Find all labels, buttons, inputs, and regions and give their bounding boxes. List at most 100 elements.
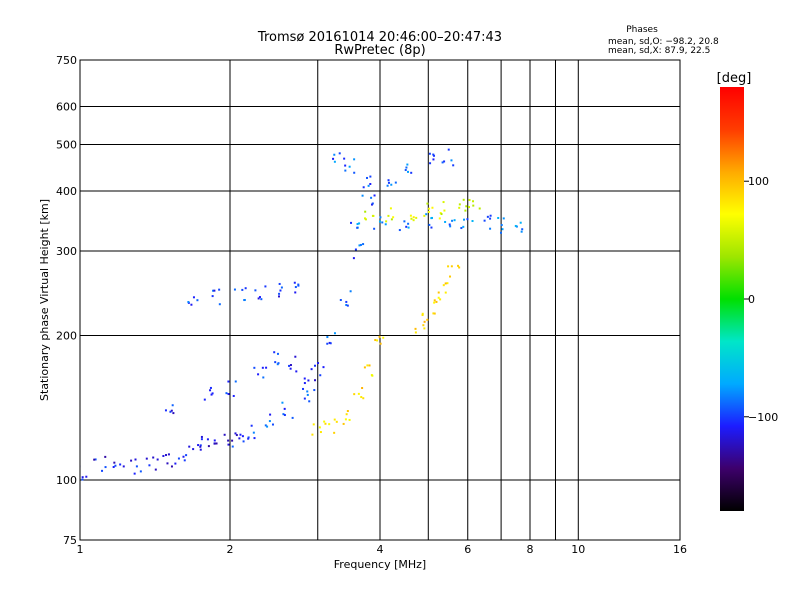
data-point bbox=[368, 364, 371, 367]
data-point bbox=[373, 227, 376, 230]
data-point bbox=[447, 265, 450, 268]
data-point bbox=[302, 387, 305, 390]
data-point bbox=[404, 169, 407, 172]
data-point bbox=[232, 394, 235, 397]
data-point bbox=[172, 412, 175, 415]
data-point bbox=[432, 312, 435, 315]
data-point bbox=[104, 466, 107, 469]
data-point bbox=[387, 181, 390, 184]
data-point bbox=[462, 225, 465, 228]
data-point bbox=[407, 226, 410, 229]
data-point bbox=[253, 437, 256, 440]
data-point bbox=[112, 466, 115, 469]
data-point bbox=[207, 445, 210, 448]
grid bbox=[80, 60, 680, 540]
data-point bbox=[303, 397, 306, 400]
data-point bbox=[293, 281, 296, 284]
data-point bbox=[346, 410, 349, 413]
x-tick-label: 8 bbox=[527, 543, 534, 556]
data-point bbox=[119, 463, 122, 466]
data-point bbox=[294, 355, 297, 358]
data-point bbox=[104, 455, 107, 458]
data-point bbox=[199, 445, 202, 448]
data-point bbox=[447, 148, 450, 151]
colorbar-tick-label: 0 bbox=[748, 293, 755, 306]
data-point bbox=[520, 230, 523, 233]
data-point bbox=[200, 435, 203, 438]
data-point bbox=[451, 219, 454, 222]
data-point bbox=[390, 183, 393, 186]
data-point bbox=[94, 458, 97, 461]
data-point bbox=[187, 301, 190, 304]
data-point bbox=[342, 422, 345, 425]
data-point bbox=[364, 210, 367, 213]
data-point bbox=[465, 205, 468, 208]
data-point bbox=[379, 342, 382, 345]
data-point bbox=[449, 275, 452, 278]
data-point bbox=[370, 203, 373, 206]
data-point bbox=[199, 444, 202, 447]
data-point bbox=[254, 289, 257, 292]
y-axis-ticks: 75 100 200 300 400 500 600 750 bbox=[56, 54, 77, 547]
data-point bbox=[442, 201, 445, 204]
data-point bbox=[152, 456, 155, 459]
data-point bbox=[289, 367, 292, 370]
data-point bbox=[439, 298, 442, 301]
data-point bbox=[343, 157, 346, 160]
data-point bbox=[357, 392, 360, 395]
data-point bbox=[426, 318, 429, 321]
scatter-points bbox=[80, 148, 524, 481]
data-point bbox=[212, 289, 215, 292]
data-point bbox=[362, 186, 365, 189]
data-point bbox=[468, 198, 471, 201]
data-point bbox=[403, 220, 406, 223]
data-point bbox=[428, 152, 431, 155]
data-point bbox=[233, 288, 236, 291]
data-point bbox=[170, 465, 173, 468]
data-point bbox=[381, 221, 384, 224]
data-point bbox=[370, 196, 373, 199]
data-point bbox=[514, 224, 517, 227]
data-point bbox=[273, 351, 276, 354]
data-point bbox=[328, 423, 331, 426]
data-point bbox=[426, 202, 429, 205]
data-point bbox=[430, 216, 433, 219]
data-point bbox=[363, 366, 366, 369]
data-point bbox=[458, 206, 461, 209]
data-point bbox=[353, 171, 356, 174]
data-point bbox=[483, 219, 486, 222]
data-point bbox=[346, 304, 349, 307]
data-point bbox=[448, 223, 451, 226]
plot-frame bbox=[79, 59, 681, 541]
data-point bbox=[225, 392, 228, 395]
series bbox=[187, 281, 300, 306]
data-point bbox=[241, 288, 244, 291]
data-point bbox=[247, 437, 250, 440]
data-point bbox=[449, 225, 452, 228]
data-point bbox=[501, 228, 504, 231]
data-point bbox=[458, 203, 461, 206]
data-point bbox=[183, 459, 186, 462]
data-point bbox=[269, 413, 272, 416]
y-tick-label: 600 bbox=[56, 101, 77, 114]
series bbox=[364, 198, 481, 223]
data-point bbox=[291, 416, 294, 419]
data-point bbox=[443, 209, 446, 212]
data-point bbox=[243, 299, 246, 302]
data-point bbox=[101, 469, 104, 472]
data-point bbox=[303, 382, 306, 385]
data-point bbox=[227, 380, 230, 383]
series bbox=[332, 148, 455, 189]
data-point bbox=[227, 439, 230, 442]
data-point bbox=[373, 194, 376, 197]
data-point bbox=[412, 219, 415, 222]
data-point bbox=[279, 289, 282, 292]
data-point bbox=[227, 393, 230, 396]
data-point bbox=[329, 342, 332, 345]
data-point bbox=[353, 393, 356, 396]
data-point bbox=[444, 291, 447, 294]
data-point bbox=[500, 223, 503, 226]
data-point bbox=[162, 454, 165, 457]
data-point bbox=[303, 377, 306, 380]
data-point bbox=[323, 420, 326, 423]
